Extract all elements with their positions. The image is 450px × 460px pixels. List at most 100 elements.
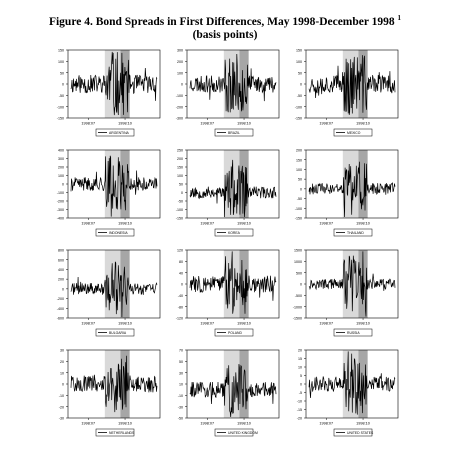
- y-tick-label: 50: [298, 71, 302, 75]
- series-line: [308, 161, 396, 218]
- legend-box: [333, 328, 373, 337]
- y-tick-label: 10: [60, 371, 64, 375]
- shade-dark: [239, 250, 249, 318]
- y-tick-label: -10: [59, 394, 64, 398]
- footnote-mark: 1: [397, 14, 402, 22]
- shade-dark: [120, 50, 130, 118]
- y-tick-label: -30: [59, 417, 64, 421]
- y-tick-label: 100: [296, 168, 302, 172]
- x-tick-label: 1998:07: [200, 322, 214, 326]
- y-tick-label: 0: [62, 287, 64, 291]
- series-line: [189, 159, 277, 218]
- x-tick-label: 1998:10: [118, 122, 132, 126]
- y-tick-label: 200: [177, 157, 183, 161]
- panel-mexico: 150 100 50 0 -50 -100 -150 1998:07 1998:10 MEXICO: [295, 49, 399, 137]
- y-tick-label: 0: [300, 187, 302, 191]
- x-tick-label: 1998:07: [81, 222, 95, 226]
- series-line: [70, 51, 158, 116]
- y-tick-label: 0: [300, 383, 302, 387]
- x-tick-label: 1998:10: [356, 322, 370, 326]
- y-tick-label: 50: [179, 183, 183, 187]
- x-tick-label: 1998:10: [356, 422, 370, 426]
- legend-box: [214, 328, 254, 337]
- x-tick-label: 1998:10: [356, 122, 370, 126]
- legend-box: [214, 128, 254, 137]
- x-tick-label: 1998:10: [118, 222, 132, 226]
- y-tick-label: -400: [57, 307, 64, 311]
- panel-bulgaria: 800 600 400 200 0 -200 -400 -600 1998:07 1998:10 B…: [57, 249, 161, 337]
- shade-dark: [358, 50, 368, 118]
- y-tick-label: 200: [177, 60, 183, 64]
- legend-label: NETHERLANDS: [109, 431, 135, 435]
- x-tick-label: 1998:07: [319, 322, 333, 326]
- y-tick-label: -200: [176, 105, 183, 109]
- y-tick-label: -120: [176, 317, 183, 321]
- legend-label: POLAND: [228, 331, 242, 335]
- panel-korea: 250 200 150 100 50 0 -50 -100 -150 1998:07 1998:10…: [176, 149, 280, 237]
- y-tick-label: 0: [62, 383, 64, 387]
- y-tick-label: -500: [295, 294, 302, 298]
- y-tick-label: 1500: [294, 249, 302, 253]
- y-tick-label: -300: [176, 117, 183, 121]
- series-line: [189, 251, 277, 314]
- x-tick-label: 1998:10: [356, 222, 370, 226]
- x-tick-label: 1998:07: [200, 422, 214, 426]
- y-tick-label: -50: [297, 94, 302, 98]
- y-tick-label: 0: [300, 83, 302, 87]
- y-tick-label: 1000: [294, 260, 302, 264]
- y-tick-label: -50: [59, 94, 64, 98]
- x-tick-label: 1998:10: [237, 322, 251, 326]
- y-tick-label: 80: [179, 260, 183, 264]
- y-tick-label: 400: [58, 149, 64, 153]
- x-tick-label: 1998:10: [237, 422, 251, 426]
- legend-label: ARGENTINA: [109, 131, 130, 135]
- y-tick-label: 200: [296, 149, 302, 153]
- panel-united-kingdom: 70 50 30 10 -10 -30 -50 1998:07 1998:10 UNITED KI…: [178, 349, 280, 437]
- y-tick-label: -20: [59, 405, 64, 409]
- x-tick-label: 1998:10: [118, 422, 132, 426]
- y-tick-label: -40: [178, 294, 183, 298]
- y-tick-label: 150: [58, 49, 64, 53]
- y-tick-label: -100: [57, 105, 64, 109]
- y-tick-label: 100: [58, 60, 64, 64]
- y-tick-label: 0: [181, 191, 183, 195]
- y-tick-label: 50: [298, 178, 302, 182]
- y-tick-label: 300: [177, 49, 183, 53]
- y-tick-label: 100: [177, 174, 183, 178]
- legend-label: KOREA: [228, 231, 241, 235]
- x-tick-label: 1998:10: [118, 322, 132, 326]
- y-tick-label: 30: [60, 349, 64, 353]
- legend-label: INDONESIA: [109, 231, 128, 235]
- panel-thailand: 200 150 100 50 0 -50 -100 -150 1998:07 1998:10 THA…: [295, 149, 399, 237]
- y-tick-label: 30: [179, 371, 183, 375]
- x-tick-label: 1998:07: [200, 222, 214, 226]
- y-tick-label: 200: [58, 166, 64, 170]
- y-tick-label: -50: [297, 197, 302, 201]
- panel-russia: 1500 1000 500 0 -500 -1000 -1500 1998:07 1998:10…: [293, 249, 399, 337]
- series-line: [308, 351, 396, 415]
- y-tick-label: -200: [57, 297, 64, 301]
- y-tick-label: -150: [176, 217, 183, 221]
- y-tick-label: 250: [177, 149, 183, 153]
- series-line: [189, 364, 277, 418]
- y-tick-label: 15: [298, 357, 302, 361]
- y-tick-label: 800: [58, 249, 64, 253]
- x-tick-label: 1998:10: [237, 222, 251, 226]
- y-tick-label: -600: [57, 317, 64, 321]
- y-tick-label: -100: [295, 207, 302, 211]
- x-tick-label: 1998:07: [319, 122, 333, 126]
- y-tick-label: -100: [295, 105, 302, 109]
- panel-indonesia: 400 300 200 100 0 -100 -200 -300 -400 1998:07 1998…: [57, 149, 161, 237]
- series-line: [70, 355, 158, 413]
- y-tick-label: -80: [178, 305, 183, 309]
- legend-box: [333, 128, 373, 137]
- y-tick-label: 100: [177, 71, 183, 75]
- y-tick-label: 10: [179, 383, 183, 387]
- y-tick-label: 100: [58, 174, 64, 178]
- x-tick-label: 1998:07: [200, 122, 214, 126]
- y-tick-label: -150: [295, 217, 302, 221]
- y-tick-label: 200: [58, 278, 64, 282]
- legend-box: [214, 428, 254, 437]
- panel-poland: 120 80 40 0 -40 -80 -120 1998:07 1998:10 POLAND: [176, 249, 280, 337]
